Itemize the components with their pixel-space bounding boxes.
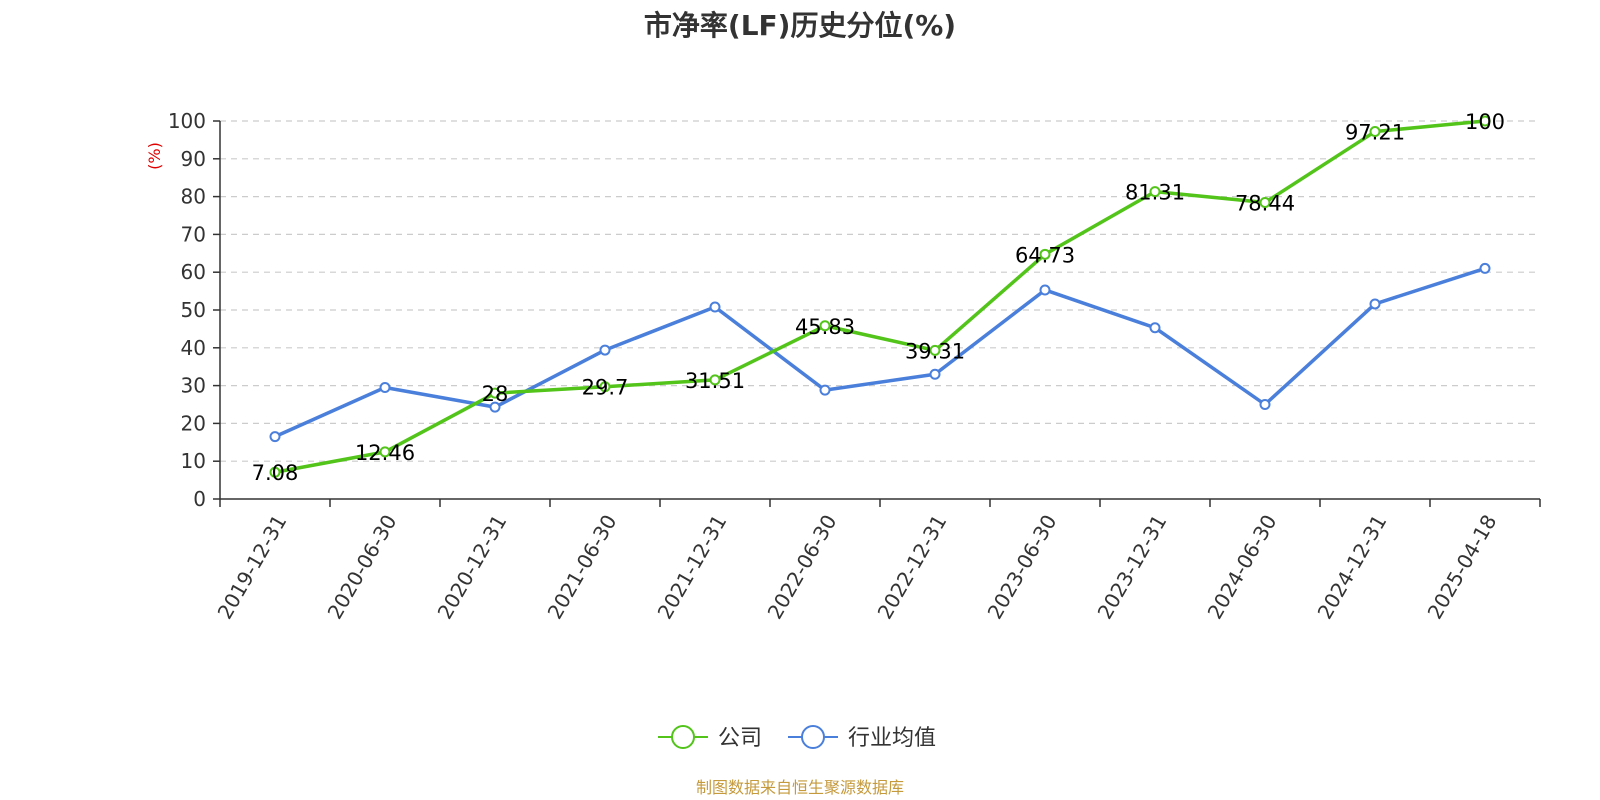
y-tick-label: 50 <box>181 298 206 322</box>
series-line <box>274 266 1486 439</box>
legend-marker <box>671 725 695 749</box>
data-point <box>489 401 501 413</box>
data-point <box>489 387 501 399</box>
data-point <box>379 381 391 393</box>
y-tick-label: 20 <box>181 411 206 435</box>
data-point <box>269 431 281 443</box>
y-tick-label: 40 <box>181 336 206 360</box>
data-point <box>599 344 611 356</box>
series <box>269 115 1491 478</box>
data-label: 7.08 <box>252 461 299 485</box>
y-tick-label: 90 <box>181 147 206 171</box>
source-note: 制图数据来自恒生聚源数据库 <box>695 778 904 797</box>
series-line <box>274 119 1486 474</box>
x-tick-label: 2021-12-31 <box>653 511 732 624</box>
data-label: 29.7 <box>582 376 629 400</box>
data-label: 12.46 <box>355 441 415 465</box>
legend-label: 行业均值 <box>848 726 936 751</box>
data-point <box>819 384 831 396</box>
y-tick-label: 60 <box>181 260 206 284</box>
y-axis-label: (%) <box>145 142 164 170</box>
x-tick-label: 2021-06-30 <box>543 511 622 624</box>
data-label: 97.21 <box>1345 121 1405 145</box>
data-point <box>1369 126 1381 138</box>
x-tick-label: 2022-06-30 <box>763 511 842 624</box>
data-label: 28 <box>482 382 509 406</box>
data-point <box>1149 322 1161 334</box>
x-tick-label: 2023-12-31 <box>1093 511 1172 624</box>
grid-lines <box>220 120 1540 462</box>
data-point <box>1039 284 1051 296</box>
y-tick-label: 10 <box>181 449 206 473</box>
y-tick-label: 0 <box>193 487 206 511</box>
data-point <box>709 374 721 386</box>
y-tick-label: 30 <box>181 374 206 398</box>
axes: 0 10 20 30 40 50 60 70 80 90 100 2019-12-31 2020-06-… <box>168 109 1541 624</box>
x-tick-label: 2024-06-30 <box>1203 511 1282 624</box>
data-label: 100 <box>1465 110 1505 134</box>
data-labels: 7.08 12.46 28 29.7 31.51 45.83 39.31 64.73 81.31… <box>252 110 1505 485</box>
legend-label: 公司 <box>718 726 762 751</box>
x-tick-label: 2023-06-30 <box>983 511 1062 624</box>
data-point <box>1149 186 1161 198</box>
data-point <box>599 381 611 393</box>
y-tick-label: 70 <box>181 222 206 246</box>
x-tick-label: 2024-12-31 <box>1313 511 1392 624</box>
x-tick-label: 2019-12-31 <box>213 511 292 624</box>
data-label: 45.83 <box>795 315 855 339</box>
data-label: 31.51 <box>685 369 745 393</box>
x-tick-label: 2022-12-31 <box>873 511 952 624</box>
x-tick-label: 2020-12-31 <box>433 511 512 624</box>
data-point <box>709 301 721 313</box>
data-point <box>929 368 941 380</box>
legend: 公司 行业均值 <box>658 725 936 751</box>
data-point <box>1259 399 1271 410</box>
data-point <box>379 446 391 458</box>
data-point <box>1259 196 1271 208</box>
x-tick-label: 2020-06-30 <box>323 511 402 624</box>
data-point <box>1369 298 1381 310</box>
data-label: 64.73 <box>1015 243 1075 267</box>
y-tick-label: 100 <box>168 109 206 133</box>
data-point <box>819 320 831 332</box>
data-label: 78.44 <box>1235 191 1295 215</box>
data-point <box>1039 248 1051 260</box>
data-point <box>269 466 281 478</box>
x-tick-label: 2025-04-18 <box>1423 511 1502 624</box>
data-point <box>1479 115 1491 127</box>
chart-title: 市净率(LF)历史分位(%) <box>643 9 957 42</box>
data-point <box>929 344 941 356</box>
data-point <box>1479 262 1491 274</box>
data-label: 39.31 <box>905 339 965 363</box>
data-label: 81.31 <box>1125 181 1185 205</box>
legend-marker <box>801 725 825 749</box>
y-tick-label: 80 <box>181 185 206 209</box>
